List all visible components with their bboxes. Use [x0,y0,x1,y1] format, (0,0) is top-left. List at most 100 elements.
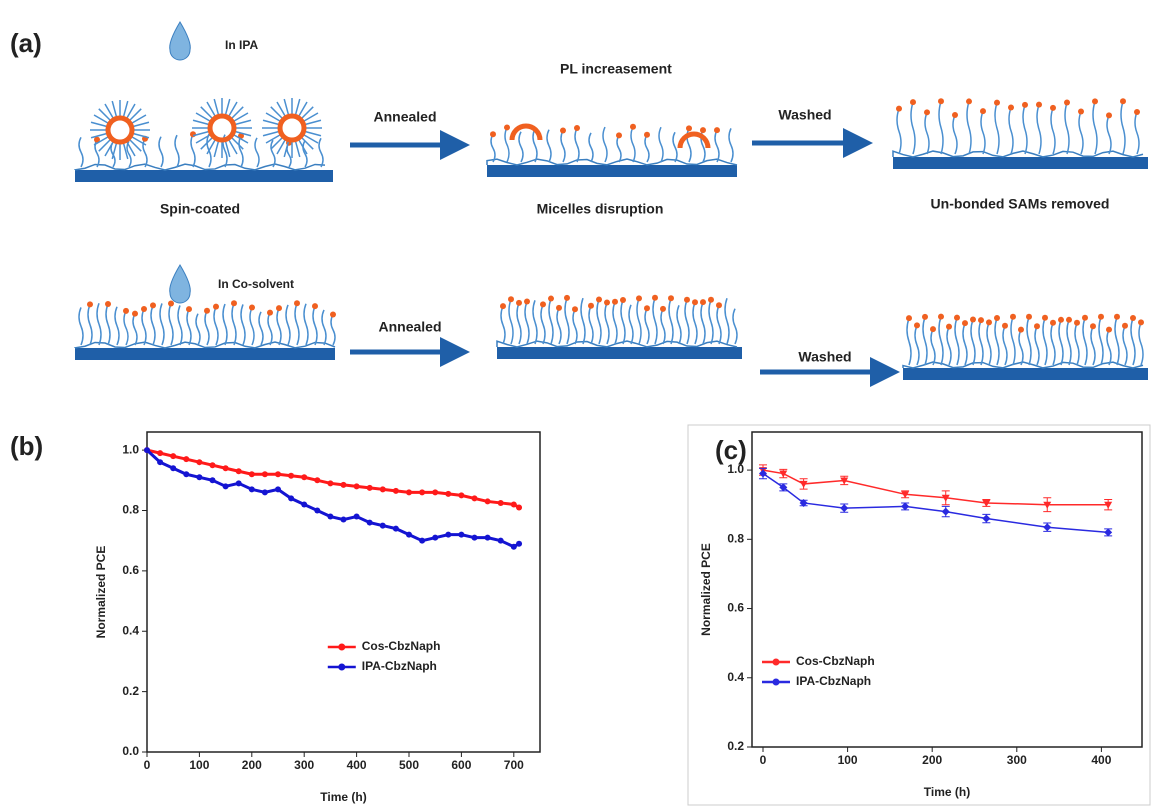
sam-head [986,319,992,326]
micelle-chain [122,100,129,117]
y-tick-label: 1.0 [122,442,139,456]
sam-head [708,296,714,303]
sam-head [1106,112,1112,119]
sam-strand [276,307,282,346]
sam-head [1082,314,1088,321]
sam-head [1050,319,1056,326]
sam-strand [213,306,219,346]
sam-head [1002,322,1008,329]
sam-strand [580,297,586,345]
micelle-chain [231,106,244,119]
sam-strand [602,126,608,163]
micelle-chain [276,139,286,155]
marker [516,540,523,547]
marker [799,480,808,488]
substrate [893,157,1148,169]
label: Micelles disruption [537,201,664,217]
legend-label: Cos-CbzNaph [796,654,875,668]
marker [406,489,412,496]
sam-head [1134,108,1140,115]
micelle-chain [301,106,314,119]
sam-head [966,98,972,105]
sam-strand [1018,329,1024,366]
sam-strand [1090,325,1096,366]
sam-head [692,299,698,306]
label: Washed [778,107,831,123]
micelle-chain [126,141,136,157]
marker [445,490,452,497]
label: Washed [798,349,851,365]
y-tick-label: 0.6 [727,601,744,615]
sam-strand [660,308,666,345]
sam-strand [1134,111,1140,155]
micelle-chain [133,121,150,128]
marker [406,531,412,538]
sam-head [190,131,196,138]
micelle-chain [303,112,319,122]
y-tick-label: 0.0 [122,744,139,758]
sam-strand [532,300,538,345]
marker [235,468,242,475]
micelle-chain [265,112,281,122]
marker [366,484,373,491]
sam-strand [716,304,722,345]
sam-head [1098,313,1104,320]
sam-head [686,125,692,132]
sam-head [644,131,650,138]
marker [497,537,504,544]
sam-head [620,297,626,304]
micelle-chain [233,112,249,122]
sam-head [1018,326,1024,333]
sam-head [1042,314,1048,321]
sam-strand [132,313,138,346]
sam-strand [518,131,524,163]
sam-head [213,303,219,310]
sam-strand [588,132,594,163]
label: PL increasement [560,61,672,77]
marker [314,507,321,514]
sam-strand [1074,322,1080,366]
micelle-chain [228,139,238,155]
drop [169,21,191,61]
x-tick-label: 300 [294,758,314,772]
y-tick-label: 0.2 [727,739,744,753]
sam-strand [204,310,210,346]
micelle-chain [131,114,147,124]
sam-strand [240,304,246,346]
sam-strand [962,322,968,366]
micelle-chain [129,108,142,121]
sam-head [636,295,642,302]
sam-strand [692,301,698,345]
marker [301,501,308,508]
sam-head [630,123,636,130]
micelle-core [509,123,543,141]
sam-strand [596,299,602,345]
sam-head [105,301,111,308]
sam-strand [1064,102,1070,155]
sam-strand [516,302,522,345]
sam-strand [504,127,510,163]
micelle-chain [192,119,209,126]
sam-strand [1106,329,1112,366]
micelle-chain [305,119,322,126]
x-tick-label: 600 [451,758,471,772]
y-tick-label: 0.4 [122,623,139,637]
micelle-chain [104,141,114,157]
legend-marker [772,658,780,666]
sam-head [668,295,674,302]
marker [432,489,439,496]
sam-head [980,108,986,115]
sam-strand [168,303,174,346]
marker [366,519,373,526]
sam-head [616,132,622,139]
micelle-chain [104,103,114,119]
marker [458,531,465,538]
sam-head [294,300,300,307]
sam-head [150,302,156,309]
sam-head [910,99,916,106]
marker [157,459,164,466]
sam-strand [938,316,944,366]
micelle-chain [200,106,213,119]
sam-strand [312,305,318,346]
sam-strand [222,303,228,346]
